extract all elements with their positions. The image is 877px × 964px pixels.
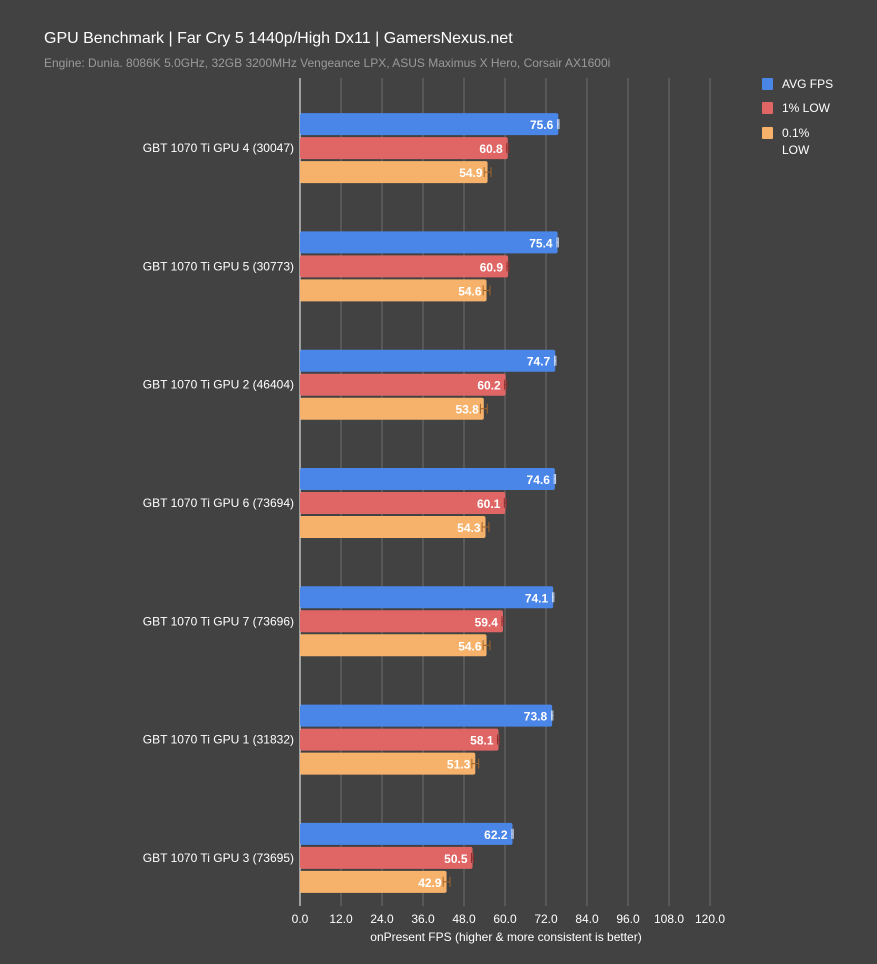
data-label: 54.6: [458, 639, 482, 653]
data-label: 50.5: [444, 852, 468, 866]
x-tick-label: 12.0: [329, 912, 353, 926]
legend-swatch: [762, 78, 773, 90]
x-tick-label: 96.0: [616, 912, 640, 926]
data-label: 54.6: [458, 284, 482, 298]
category-label: GBT 1070 Ti GPU 2 (46404): [143, 378, 294, 392]
data-label: 74.1: [525, 591, 549, 605]
x-tick-label: 120.0: [695, 912, 725, 926]
bar: [300, 231, 558, 254]
data-label: 62.2: [484, 828, 508, 842]
category-label: GBT 1070 Ti GPU 4 (30047): [143, 141, 294, 155]
data-label: 60.8: [479, 142, 503, 156]
x-tick-label: 108.0: [654, 912, 684, 926]
bar: [300, 373, 506, 396]
bar: [300, 492, 506, 514]
bar: [300, 468, 555, 490]
data-label: 54.9: [459, 166, 483, 180]
x-tick-label: 48.0: [452, 912, 476, 926]
bar: [300, 516, 486, 538]
x-tick-label: 84.0: [575, 912, 599, 926]
category-label: GBT 1070 Ti GPU 7 (73696): [143, 614, 294, 628]
x-tick-label: 36.0: [411, 912, 435, 926]
data-label: 51.3: [447, 758, 471, 772]
bar: [300, 728, 499, 751]
data-label: 54.3: [457, 521, 481, 535]
category-label: GBT 1070 Ti GPU 1 (31832): [143, 733, 294, 747]
data-label: 73.8: [524, 710, 548, 724]
data-label: 75.6: [530, 118, 554, 132]
data-label: 53.8: [455, 403, 479, 417]
bar: [300, 846, 473, 869]
bar: [300, 704, 553, 727]
chart-subtitle: Engine: Dunia. 8086K 5.0GHz, 32GB 3200MH…: [44, 56, 611, 70]
legend-swatch: [762, 127, 773, 139]
data-label: 59.4: [475, 615, 499, 629]
bar: [300, 634, 487, 657]
bar: [300, 113, 559, 136]
bar: [300, 279, 487, 302]
data-label: 75.4: [529, 236, 553, 250]
data-label: 60.9: [480, 260, 504, 274]
legend-label: 1% LOW: [782, 101, 831, 115]
data-label: 74.6: [527, 473, 551, 487]
bar: [300, 137, 508, 160]
data-label: 60.1: [477, 497, 501, 511]
x-tick-label: 60.0: [493, 912, 517, 926]
x-tick-label: 72.0: [534, 912, 558, 926]
data-label: 74.7: [527, 355, 551, 369]
x-axis-label: onPresent FPS (higher & more consistent …: [370, 930, 641, 944]
x-tick-label: 24.0: [370, 912, 394, 926]
bar: [300, 255, 509, 278]
category-label: GBT 1070 Ti GPU 5 (30773): [143, 259, 294, 273]
category-label: GBT 1070 Ti GPU 3 (73695): [143, 851, 294, 865]
category-label: GBT 1070 Ti GPU 6 (73694): [143, 496, 294, 510]
data-label: 58.1: [470, 734, 494, 748]
legend-swatch: [762, 102, 773, 114]
bar: [300, 610, 503, 633]
bar: [300, 349, 556, 372]
bar: [300, 161, 488, 184]
chart-title: GPU Benchmark | Far Cry 5 1440p/High Dx1…: [44, 30, 513, 47]
legend-label: 0.1% LOW: [782, 126, 810, 157]
x-tick-label: 0.0: [292, 912, 309, 926]
data-label: 42.9: [418, 876, 442, 890]
bar: [300, 586, 554, 609]
data-label: 60.2: [477, 379, 501, 393]
bar: [300, 397, 484, 420]
bar: [300, 752, 476, 775]
bar: [300, 822, 513, 845]
legend-label: AVG FPS: [782, 77, 833, 91]
bar: [300, 870, 447, 893]
